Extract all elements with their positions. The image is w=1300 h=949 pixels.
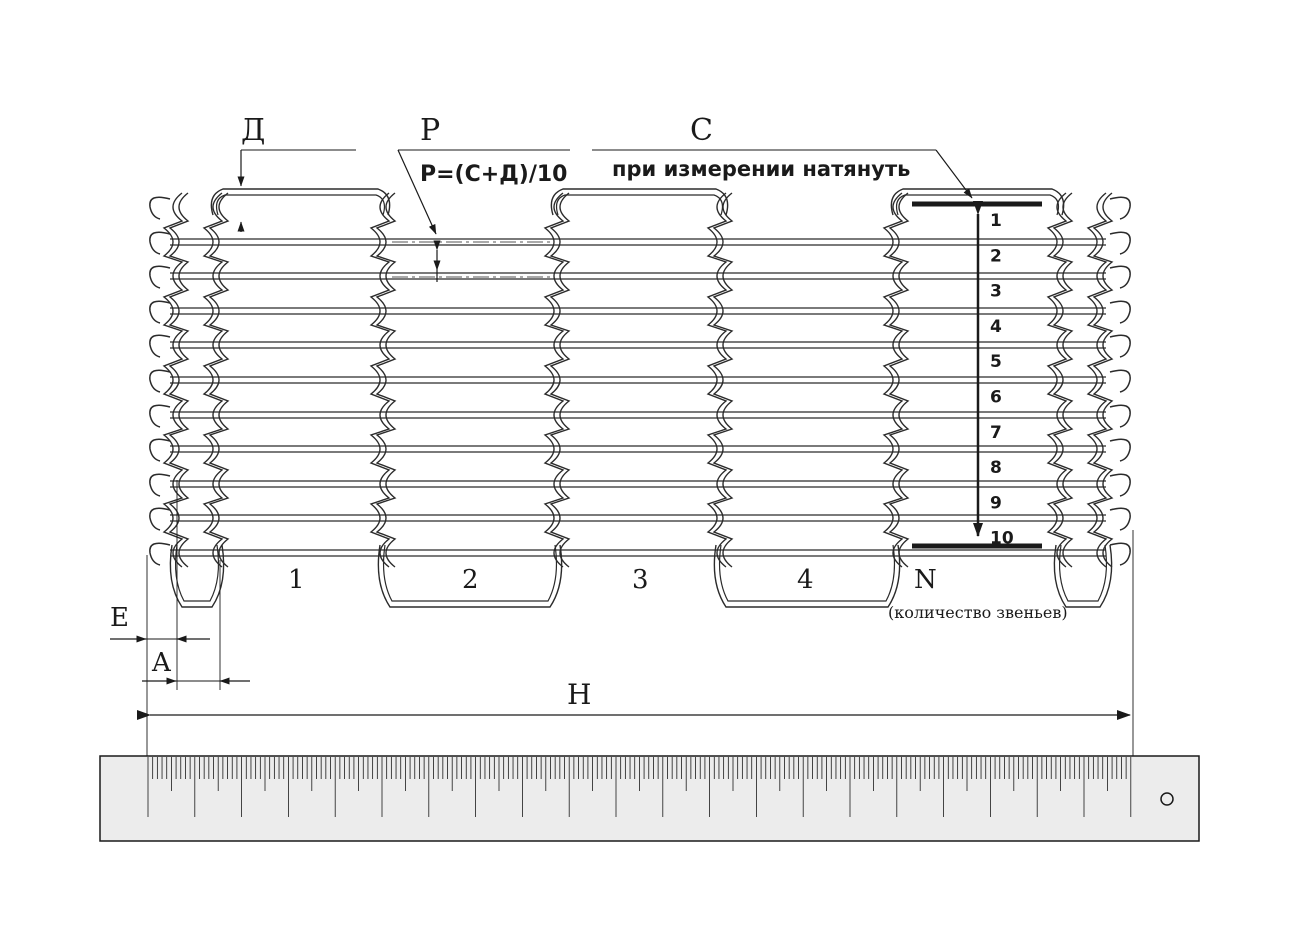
c-leader-diagonal (935, 149, 973, 199)
ruler-body (99, 755, 1200, 842)
pitch-number-1: 1 (990, 211, 1002, 231)
pitch-measurement (912, 201, 1042, 549)
edge-hook (1109, 300, 1131, 324)
link-cap-top (215, 194, 386, 216)
d-dimension: Д (237, 113, 356, 232)
link-number-1: 1 (288, 565, 305, 595)
edge-hook (149, 334, 171, 358)
link-number-4: 4 (797, 565, 814, 595)
label-h: H (567, 678, 591, 711)
wire-mesh-belt (149, 188, 1131, 608)
edge-hook (149, 196, 171, 220)
ruler-ticks (147, 757, 1132, 817)
label-a: A (151, 648, 172, 678)
link-cap-bottom (1053, 544, 1113, 608)
pitch-number-8: 8 (990, 458, 1002, 478)
pitch-number-5: 5 (990, 352, 1002, 372)
pitch-number-6: 6 (990, 388, 1002, 408)
edge-hook (1109, 507, 1131, 531)
measuring-ruler (99, 755, 1200, 842)
label-n: N (914, 565, 937, 595)
spiral-coil (549, 192, 571, 568)
edge-hook (149, 404, 171, 428)
p-leader-diagonal (397, 149, 437, 235)
edge-hook (1109, 334, 1131, 358)
edge-hook (1109, 196, 1131, 220)
edge-hook (1109, 404, 1131, 428)
ruler-hole (1160, 792, 1174, 806)
link-cap-bottom (382, 544, 558, 602)
spiral-coil (1086, 192, 1108, 568)
link-cap-bottom (169, 544, 225, 608)
link-cap-top (555, 194, 724, 216)
edge-hook (1109, 542, 1131, 566)
spiral-coil (369, 192, 391, 568)
p-dimension: P P=(C+Д)/10 (392, 113, 570, 282)
pitch-number-4: 4 (990, 317, 1002, 337)
spiral-coil (888, 192, 910, 568)
spiral-coil (712, 192, 734, 568)
link-cap-bottom (174, 544, 220, 602)
edge-hook (1109, 265, 1131, 289)
e-dimension: E (110, 603, 210, 643)
link-cap-top (895, 194, 1060, 216)
spiral-coil (168, 192, 190, 568)
edge-hook (149, 542, 171, 566)
stretch-note: при измерении натянуть (612, 157, 910, 181)
label-p: P (420, 113, 440, 148)
pitch-number-9: 9 (990, 493, 1002, 513)
link-cap-bottom (718, 544, 896, 602)
edge-hook (1109, 438, 1131, 462)
link-number-3: 3 (632, 565, 649, 595)
edge-hook (149, 473, 171, 497)
edge-hook (1109, 473, 1131, 497)
spiral-coil (1092, 192, 1114, 568)
spiral-coil (375, 192, 397, 568)
pitch-number-10: 10 (990, 529, 1014, 549)
c-dimension: C при измерении натянуть (592, 113, 973, 199)
link-cap-bottom (1058, 544, 1108, 602)
edge-hook (149, 507, 171, 531)
spiral-coil (882, 192, 904, 568)
spiral-coil (208, 192, 230, 568)
pitch-number-list: 1 2 3 4 5 6 7 8 9 10 (990, 211, 1014, 549)
spiral-coil (543, 192, 565, 568)
edge-hook (149, 369, 171, 393)
pitch-number-2: 2 (990, 246, 1002, 266)
link-cap-top (550, 188, 729, 216)
spiral-coil (1046, 192, 1068, 568)
spiral-coil (1052, 192, 1074, 568)
n-note: (количество звеньев) (888, 603, 1068, 622)
link-cap-top (890, 188, 1065, 216)
label-e: E (110, 603, 129, 633)
label-d: Д (241, 113, 265, 148)
edge-hook (1109, 231, 1131, 255)
pitch-number-3: 3 (990, 282, 1002, 302)
a-dimension: A (142, 648, 250, 685)
link-number-2: 2 (462, 565, 479, 595)
link-cap-bottom (377, 544, 563, 608)
link-cap-bottom (713, 544, 901, 608)
edge-hook (149, 265, 171, 289)
edge-hook (149, 438, 171, 462)
spiral-coil (706, 192, 728, 568)
edge-hook (1109, 369, 1131, 393)
edge-hook (149, 231, 171, 255)
spiral-coil (162, 192, 184, 568)
h-dimension: H (137, 678, 1131, 720)
label-c: C (690, 113, 713, 148)
pitch-number-7: 7 (990, 423, 1002, 443)
spiral-coil (202, 192, 224, 568)
edge-hook (149, 300, 171, 324)
formula-text: P=(C+Д)/10 (420, 162, 568, 187)
link-cap-top (210, 188, 391, 216)
link-numbers: 1 2 3 4 N (количество звеньев) (288, 565, 1068, 622)
